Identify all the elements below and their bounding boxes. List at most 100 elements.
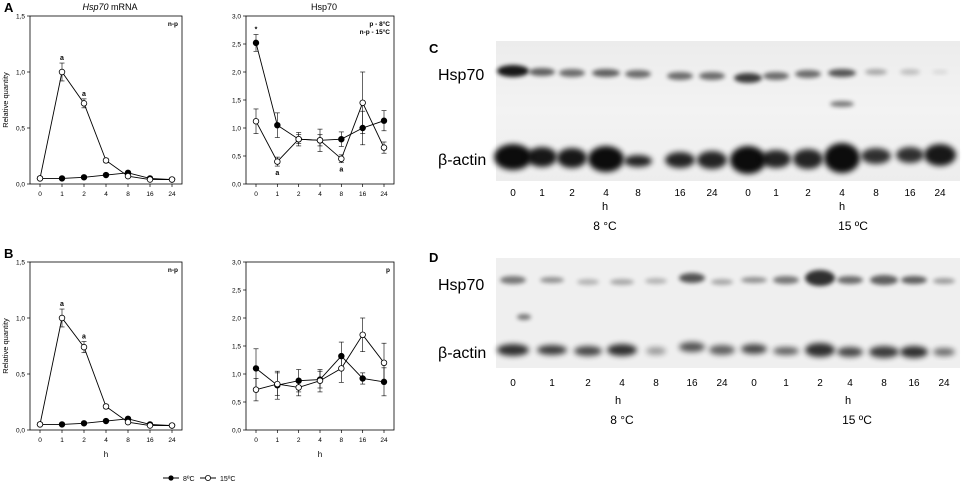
blot-c-temp-15: 15 ºC: [838, 219, 868, 233]
actin-band: [837, 347, 863, 357]
significance-annotation: a: [60, 55, 64, 62]
data-point: [252, 386, 260, 393]
actin-band: [924, 144, 956, 166]
x-tick-label: 8: [340, 191, 344, 198]
actin-band: [900, 346, 928, 358]
actin-band: [741, 344, 767, 354]
blot-c-temp-8: 8 °C: [593, 219, 617, 233]
data-point: [295, 384, 302, 391]
x-tick-label: 4: [104, 191, 108, 198]
data-point: [58, 314, 66, 322]
data-point: [316, 377, 324, 384]
actin-band: [709, 345, 735, 355]
data-point: [58, 421, 66, 428]
blot-c-h-label-15: h: [839, 201, 845, 213]
x-tick-label: 8: [126, 437, 130, 444]
x-tick-label: 2: [297, 437, 301, 444]
data-point: [359, 99, 366, 106]
y-tick-label: 0,0: [232, 428, 241, 435]
actin-band: [607, 344, 637, 356]
actin-band: [773, 347, 799, 355]
series-15c: [36, 62, 176, 183]
x-tick-label: 1: [60, 191, 64, 198]
x-tick-label: 4: [318, 191, 322, 198]
hsp70-band: [625, 70, 651, 78]
data-point: [168, 422, 176, 429]
x-tick-label: 2: [82, 437, 86, 444]
significance-annotation: a: [82, 91, 86, 98]
y-axis-label: Relative quantity: [1, 72, 10, 128]
legend-label-15c: 15ºC: [220, 476, 235, 483]
hsp70-band: [577, 279, 599, 285]
lane-label: 2: [569, 188, 575, 199]
x-tick-label: 16: [359, 437, 367, 444]
actin-band: [646, 347, 666, 355]
lane-label: 1: [549, 378, 555, 389]
actin-band: [730, 146, 766, 174]
lane-label: 2: [817, 378, 823, 389]
mrna-title-italic: Hsp70: [82, 2, 108, 12]
actin-band: [933, 348, 955, 356]
lane-label: 24: [706, 188, 718, 199]
y-tick-label: 0,5: [232, 154, 241, 161]
actin-band: [588, 146, 624, 172]
y-tick-label: 1,5: [232, 98, 241, 105]
y-tick-label: 1,5: [16, 260, 25, 267]
data-point: [58, 175, 66, 182]
x-tick-label: 2: [82, 191, 86, 198]
x-tick-label: 24: [380, 437, 388, 444]
lane-label: 16: [686, 378, 698, 389]
actin-band: [805, 343, 835, 357]
lane-label: 4: [619, 378, 625, 389]
hsp70-band: [497, 65, 529, 77]
data-point: [102, 171, 110, 179]
data-point: [102, 157, 110, 164]
blot-d-temp-8: 8 °C: [610, 413, 634, 427]
significance-annotation: *: [255, 26, 258, 33]
lane-label: 2: [585, 378, 591, 389]
data-point: [124, 172, 132, 180]
data-point: [168, 176, 176, 183]
data-point: [380, 359, 388, 366]
x-tick-label: 4: [104, 437, 108, 444]
blot-c-h-label-8: h: [602, 201, 608, 213]
actin-band: [574, 346, 602, 356]
actin-band: [861, 148, 891, 164]
x-tick-label: 16: [146, 191, 154, 198]
y-tick-label: 2,5: [232, 288, 241, 295]
data-point: [58, 68, 66, 76]
hsp70-band: [900, 69, 920, 75]
blot-d-temp-15: 15 ºC: [842, 413, 872, 427]
lane-label: 1: [773, 188, 779, 199]
y-tick-label: 1,0: [16, 316, 25, 323]
data-point: [146, 422, 154, 429]
x-tick-label: 0: [254, 437, 258, 444]
x-tick-label: 0: [38, 191, 42, 198]
hsp70-band: [828, 69, 856, 77]
y-tick-label: 2,0: [232, 316, 241, 323]
y-tick-label: 0,5: [232, 400, 241, 407]
hsp70-band: [699, 72, 725, 80]
significance-annotation: a: [82, 334, 86, 341]
x-tick-label: 4: [318, 437, 322, 444]
hsp70-band: [645, 278, 667, 284]
lane-label: 1: [783, 378, 789, 389]
hsp70-band: [734, 73, 762, 83]
blot-d-hsp70-label: Hsp70: [438, 277, 484, 294]
lane-label: 8: [653, 378, 659, 389]
lane-label: 2: [805, 188, 811, 199]
hsp70-band: [500, 276, 526, 284]
series-15c: [252, 317, 388, 402]
extra-band: [517, 314, 531, 320]
y-tick-label: 0,0: [16, 428, 25, 435]
hsp70-band: [773, 276, 799, 284]
actin-band: [537, 345, 567, 355]
actin-band: [697, 151, 727, 169]
series-8c: [36, 169, 176, 183]
stat-label: n-p - 15°C: [360, 28, 391, 36]
hsp70-band: [932, 70, 948, 74]
hsp70-band: [559, 69, 585, 77]
mrna-column-title: Hsp70 mRNA: [82, 2, 137, 12]
lane-label: 0: [745, 188, 751, 199]
